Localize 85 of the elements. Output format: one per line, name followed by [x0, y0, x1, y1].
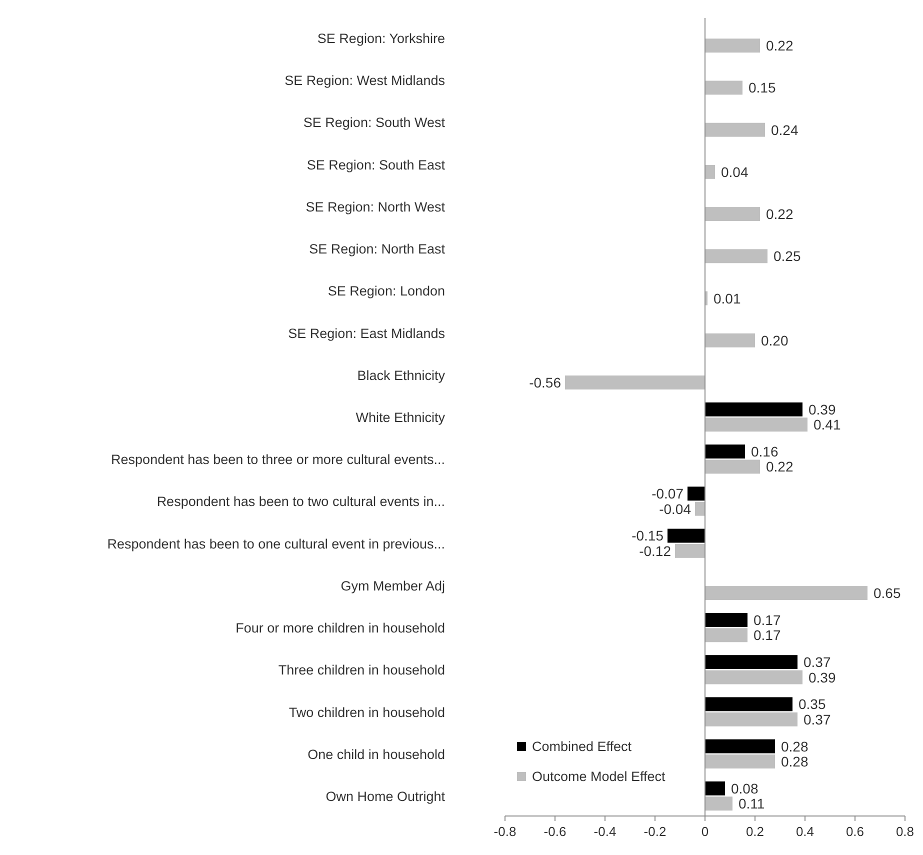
y-tick-label: SE Region: North West: [306, 199, 446, 214]
y-tick-label: White Ethnicity: [356, 410, 446, 425]
data-label: 0.22: [766, 458, 794, 475]
data-label: 0.35: [798, 696, 826, 712]
data-label: 0.24: [771, 122, 798, 138]
y-tick-label: SE Region: Yorkshire: [317, 31, 445, 46]
data-label: 0.22: [766, 38, 794, 54]
data-label: 0.17: [754, 627, 781, 644]
y-tick-label: Three children in household: [278, 662, 445, 678]
legend-label: Combined Effect: [532, 739, 632, 754]
data-label: 0.17: [754, 612, 781, 628]
y-tick-label: SE Region: South East: [306, 157, 446, 172]
bar: [705, 739, 775, 754]
data-label: 0.39: [808, 401, 836, 418]
bar: [705, 670, 802, 684]
data-label: 0.16: [751, 444, 778, 460]
bar: [705, 712, 798, 726]
data-label: -0.07: [652, 486, 684, 502]
bar: [705, 460, 760, 474]
x-tick-label: -0.6: [544, 824, 566, 839]
y-tick-label: Gym Member Adj: [340, 578, 445, 594]
x-tick-label: 0.6: [846, 824, 864, 839]
data-label: 0.01: [714, 290, 741, 306]
x-tick-label: 0.8: [896, 824, 914, 839]
bar: [705, 333, 755, 348]
x-tick-label: -0.4: [594, 824, 616, 839]
y-tick-label: Respondent has been to three or more cultural events...: [111, 452, 445, 468]
y-tick-label: Two children in household: [288, 704, 445, 720]
x-tick-label: -0.2: [644, 824, 666, 839]
y-tick-label: Respondent has been to one cultural event in previous...: [107, 536, 445, 552]
bar: [705, 418, 808, 432]
bar: [705, 249, 768, 264]
data-label: 0.37: [804, 711, 831, 728]
data-label: -0.56: [529, 374, 562, 390]
x-tick-label: 0: [701, 824, 709, 839]
data-label: 0.04: [721, 164, 748, 180]
y-tick-label: SE Region: West Midlands: [284, 73, 446, 88]
bar: [705, 402, 802, 416]
y-tick-label: Black Ethnicity: [357, 368, 446, 383]
bar: [705, 164, 715, 179]
data-label: 0.11: [738, 796, 765, 812]
bar: [705, 38, 760, 53]
data-label: 0.41: [814, 416, 841, 433]
y-tick-label: SE Region: South West: [303, 115, 446, 130]
data-label: 0.22: [766, 206, 794, 222]
y-tick-label: SE Region: North East: [309, 242, 446, 257]
data-label: 0.39: [808, 669, 836, 686]
bar: [705, 586, 868, 600]
bar: [705, 444, 745, 459]
data-label: 0.37: [804, 654, 831, 670]
data-label: 0.25: [774, 248, 801, 264]
y-tick-label: SE Region: London: [328, 284, 445, 299]
bar: [705, 697, 792, 712]
bar: [705, 796, 732, 811]
data-label: 0.20: [761, 332, 788, 348]
bar: [705, 122, 765, 137]
data-label: -0.15: [632, 528, 664, 544]
y-tick-label: Respondent has been to two cultural events in...: [156, 494, 445, 510]
bar: [705, 207, 760, 222]
bar: [705, 612, 748, 627]
data-label: -0.04: [659, 500, 692, 517]
data-label: 0.65: [874, 585, 901, 602]
bar: [668, 528, 705, 543]
y-tick-label: Own Home Outright: [326, 788, 446, 804]
bar: [705, 80, 742, 95]
bar: [705, 655, 798, 670]
data-label: 0.28: [781, 738, 808, 754]
bar: [705, 754, 775, 768]
x-tick-label: 0.4: [796, 824, 814, 839]
x-tick-label: -0.8: [494, 824, 516, 839]
bar: [688, 486, 705, 501]
y-tick-label: SE Region: East Midlands: [288, 326, 446, 341]
y-tick-label: One child in household: [308, 746, 445, 762]
data-label: -0.12: [639, 542, 672, 559]
y-tick-label: Four or more children in household: [236, 620, 445, 636]
legend-label: Outcome Model Effect: [532, 769, 666, 784]
data-label: 0.08: [731, 780, 758, 796]
bar: [565, 375, 705, 390]
data-label: 0.15: [748, 80, 776, 96]
bar: [695, 502, 705, 516]
bar: [705, 628, 748, 642]
data-label: 0.28: [781, 753, 808, 770]
x-tick-label: 0.2: [746, 824, 764, 839]
bar: [675, 544, 705, 558]
bar: [705, 781, 725, 796]
